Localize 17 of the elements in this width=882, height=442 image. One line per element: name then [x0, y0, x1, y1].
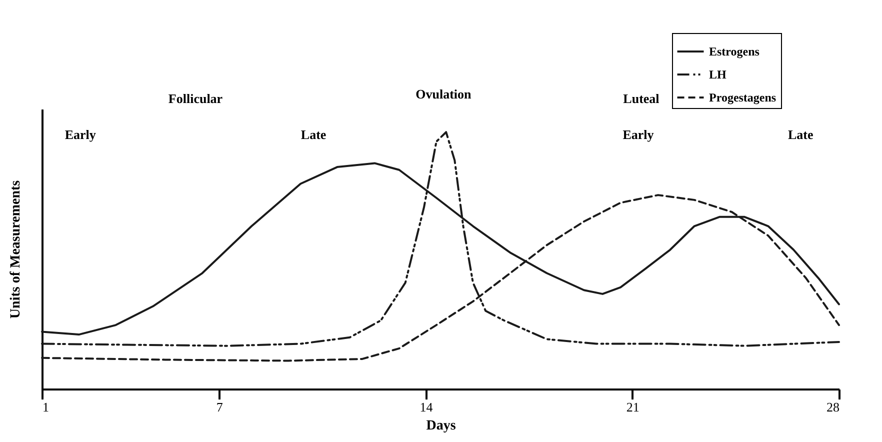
x-tick-label: 1	[42, 400, 49, 414]
y-axis-title: Units of Measurements	[8, 180, 24, 319]
x-tick-label: 28	[826, 400, 840, 414]
x-tick-label: 21	[626, 400, 640, 414]
legend-label: LH	[709, 68, 728, 82]
annotation: Early	[622, 126, 654, 142]
annotation: Late	[300, 126, 326, 142]
annotation: Late	[788, 126, 814, 142]
annotation: Early	[64, 126, 96, 142]
legend-label: Progestagens	[709, 90, 776, 104]
text: Luteal	[623, 91, 660, 106]
x-tick-label: 14	[420, 400, 434, 414]
x-tick-label: 7	[216, 400, 224, 414]
text: Follicular	[168, 91, 223, 106]
x-axis-title: Days	[426, 418, 456, 434]
legend-label: Estrogens	[709, 44, 760, 58]
text: Ovulation	[416, 86, 472, 102]
